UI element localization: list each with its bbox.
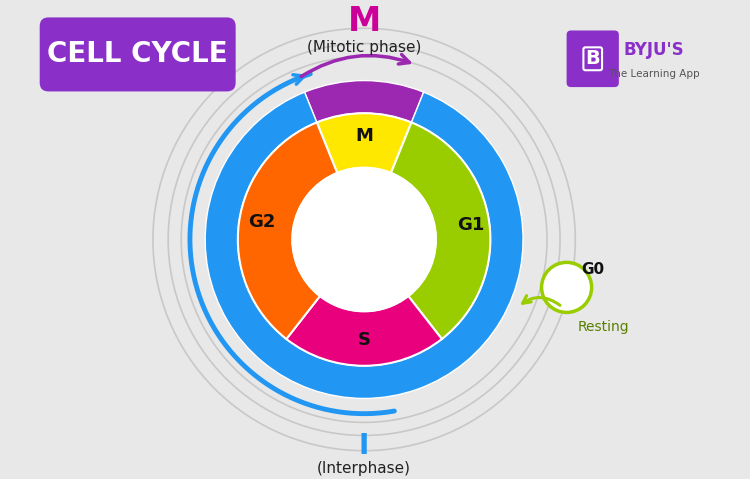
Text: B: B xyxy=(585,49,600,68)
Wedge shape xyxy=(316,113,412,173)
Text: The Learning App: The Learning App xyxy=(608,69,700,79)
Text: BYJU'S: BYJU'S xyxy=(623,41,684,59)
Text: S: S xyxy=(358,331,370,349)
Text: G2: G2 xyxy=(248,213,276,230)
Text: G1: G1 xyxy=(458,216,484,233)
Circle shape xyxy=(292,168,436,311)
Text: (Interphase): (Interphase) xyxy=(317,461,411,476)
Text: G0: G0 xyxy=(581,262,604,277)
FancyBboxPatch shape xyxy=(40,17,236,91)
Text: CELL CYCLE: CELL CYCLE xyxy=(47,40,228,68)
FancyBboxPatch shape xyxy=(566,31,619,87)
Wedge shape xyxy=(206,92,523,399)
Wedge shape xyxy=(304,80,424,123)
Text: I: I xyxy=(359,433,369,460)
Wedge shape xyxy=(238,123,338,339)
Wedge shape xyxy=(286,296,442,366)
Text: M: M xyxy=(356,127,373,145)
Text: (Mitotic phase): (Mitotic phase) xyxy=(307,40,422,56)
Wedge shape xyxy=(391,123,490,339)
Text: M: M xyxy=(347,5,381,38)
Circle shape xyxy=(542,262,592,312)
Text: Resting: Resting xyxy=(578,319,629,333)
